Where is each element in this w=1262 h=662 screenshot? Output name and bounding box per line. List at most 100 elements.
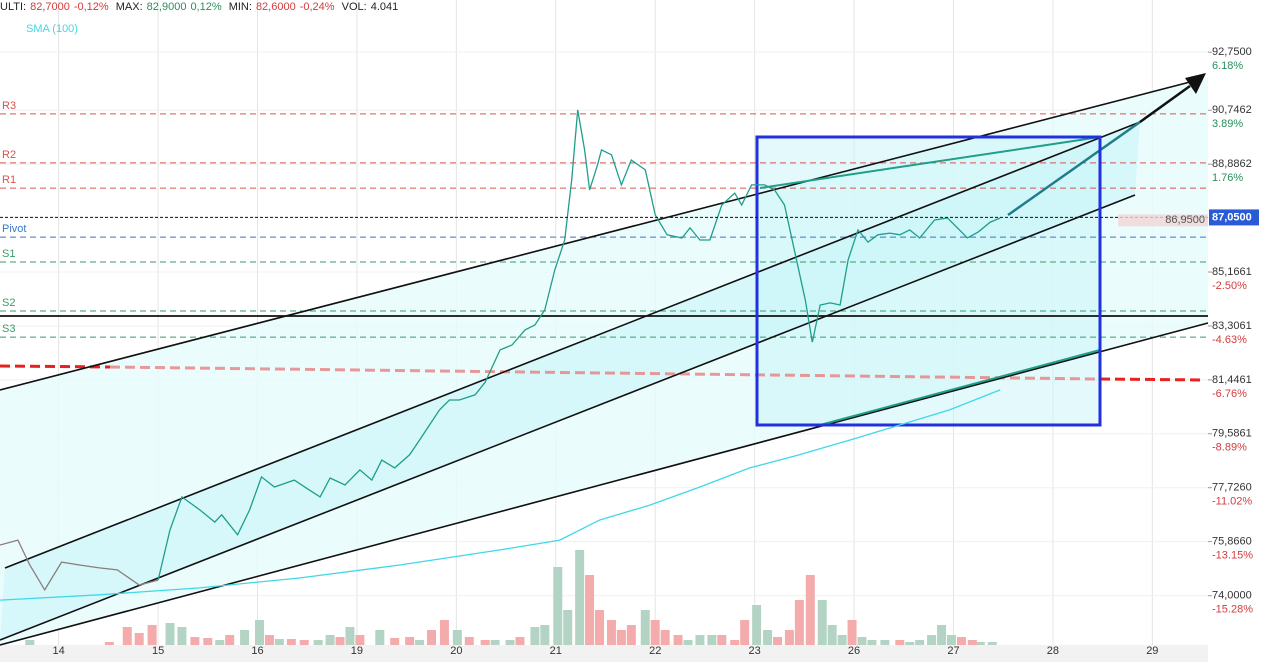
volume-bar [274, 639, 284, 645]
y-tick-label: 77,7260 [1212, 482, 1252, 494]
volume-bar [695, 635, 705, 645]
x-tick-label: 14 [53, 645, 65, 657]
volume-bar [827, 625, 837, 645]
red-dashed-trend [109, 365, 1101, 381]
trend-lines [0, 73, 1209, 646]
volume-bar [134, 633, 144, 645]
x-tick-label: 29 [1146, 645, 1158, 657]
last-price-label: 87,0500 [1212, 211, 1252, 223]
volume-bar [673, 635, 683, 645]
volume-bar [390, 638, 400, 645]
value: 4.041 [370, 1, 399, 13]
pivot-label: Pivot [2, 223, 26, 235]
volume-bar [264, 635, 274, 645]
last-price-box [1209, 209, 1259, 226]
volume-bar [817, 600, 827, 645]
volume-bar [585, 575, 595, 645]
volume-bar [286, 639, 296, 645]
volume-bar [857, 637, 867, 645]
x-tick-label: 22 [649, 645, 661, 657]
volume-bar [225, 635, 235, 645]
change: -0,12% [73, 1, 109, 13]
y-tick-change: -2.50% [1212, 280, 1247, 292]
x-axis-band [0, 645, 1208, 662]
volume-bar [606, 620, 616, 645]
x-tick-label: 23 [749, 645, 761, 657]
pivot-label: S2 [2, 297, 15, 309]
volume-bar [122, 627, 132, 645]
y-tick-label: 92,7500 [1212, 46, 1252, 58]
volume-bar [847, 620, 857, 645]
pivot-label: R1 [2, 174, 16, 186]
volume-bar [505, 640, 515, 645]
volume-bar [967, 640, 977, 645]
y-tick-change: -15.28% [1212, 604, 1253, 616]
pivot-label: S3 [2, 323, 15, 335]
volume-bar [426, 630, 436, 645]
volume-bar [915, 640, 925, 645]
volume-bar [563, 610, 573, 645]
y-tick-label: 74,0000 [1212, 590, 1252, 602]
x-tick-label: 27 [947, 645, 959, 657]
volume-bar [805, 575, 815, 645]
prev-price-box [1118, 214, 1208, 227]
volume-bar [177, 627, 187, 645]
trend-line [4, 121, 1141, 569]
volume-bar [215, 640, 225, 645]
change: 0,12% [190, 1, 222, 13]
volume-bar [626, 625, 636, 645]
volume-bar [717, 635, 727, 645]
trend-line [0, 81, 1191, 391]
label: MAX: [115, 1, 143, 13]
prev-price-label: 86,9500 [1165, 214, 1205, 226]
volume-bar [650, 620, 660, 645]
value: 82,9000 [146, 1, 187, 13]
volume-bar [439, 620, 449, 645]
axes: 14 15 16 19 20 21 22 23 26 27 28 29 92,7500 6.18% 90,7… [53, 46, 1259, 657]
quote-header: ULTI: 82,7000 -0,12% MAX: 82,9000 0,12% MIN:… [0, 1, 402, 13]
price-line [0, 389, 1001, 601]
value: 82,6000 [255, 1, 296, 13]
drawings [0, 78, 1208, 645]
volume-bar [515, 637, 525, 645]
arrow-line [1007, 120, 1141, 217]
y-tick-label: 81,4461 [1212, 374, 1252, 386]
volume-bar [325, 635, 335, 645]
volume-bar [464, 637, 474, 645]
volume-bar [683, 640, 693, 645]
volume-bar [707, 635, 717, 645]
label: MIN: [228, 1, 252, 13]
volume-bar [405, 637, 415, 645]
arrow-line [1139, 84, 1191, 124]
y-tick-label: 88,8862 [1212, 158, 1252, 170]
volume-bar [975, 642, 985, 645]
trend-line [819, 349, 1101, 426]
volume-bar [895, 640, 905, 645]
label: ULTI: [0, 1, 27, 13]
y-tick-change: 3.89% [1212, 118, 1243, 130]
volume-bar [740, 620, 750, 645]
y-tick-change: -8.89% [1212, 442, 1247, 454]
volume [25, 550, 997, 645]
volume-bar [956, 637, 966, 645]
sma-label: SMA (100) [26, 23, 78, 35]
volume-bar [104, 642, 114, 645]
volume-bar [335, 637, 345, 645]
volume-bar [660, 630, 670, 645]
volume-bar [553, 567, 563, 645]
volume-bar [165, 623, 175, 645]
x-tick-label: 19 [351, 645, 363, 657]
trend-line [0, 322, 1209, 646]
y-axis-band [1208, 0, 1262, 662]
arrow-head [1185, 73, 1206, 94]
volume-bar [299, 640, 309, 645]
x-tick-label: 28 [1047, 645, 1059, 657]
volume-bar [540, 625, 550, 645]
y-tick-change: -4.63% [1212, 334, 1247, 346]
trend-line [759, 136, 1101, 189]
volume-bar [375, 630, 385, 645]
y-tick-label: 90,7462 [1212, 104, 1252, 116]
highlight-box [755, 135, 1102, 427]
x-tick-label: 21 [550, 645, 562, 657]
